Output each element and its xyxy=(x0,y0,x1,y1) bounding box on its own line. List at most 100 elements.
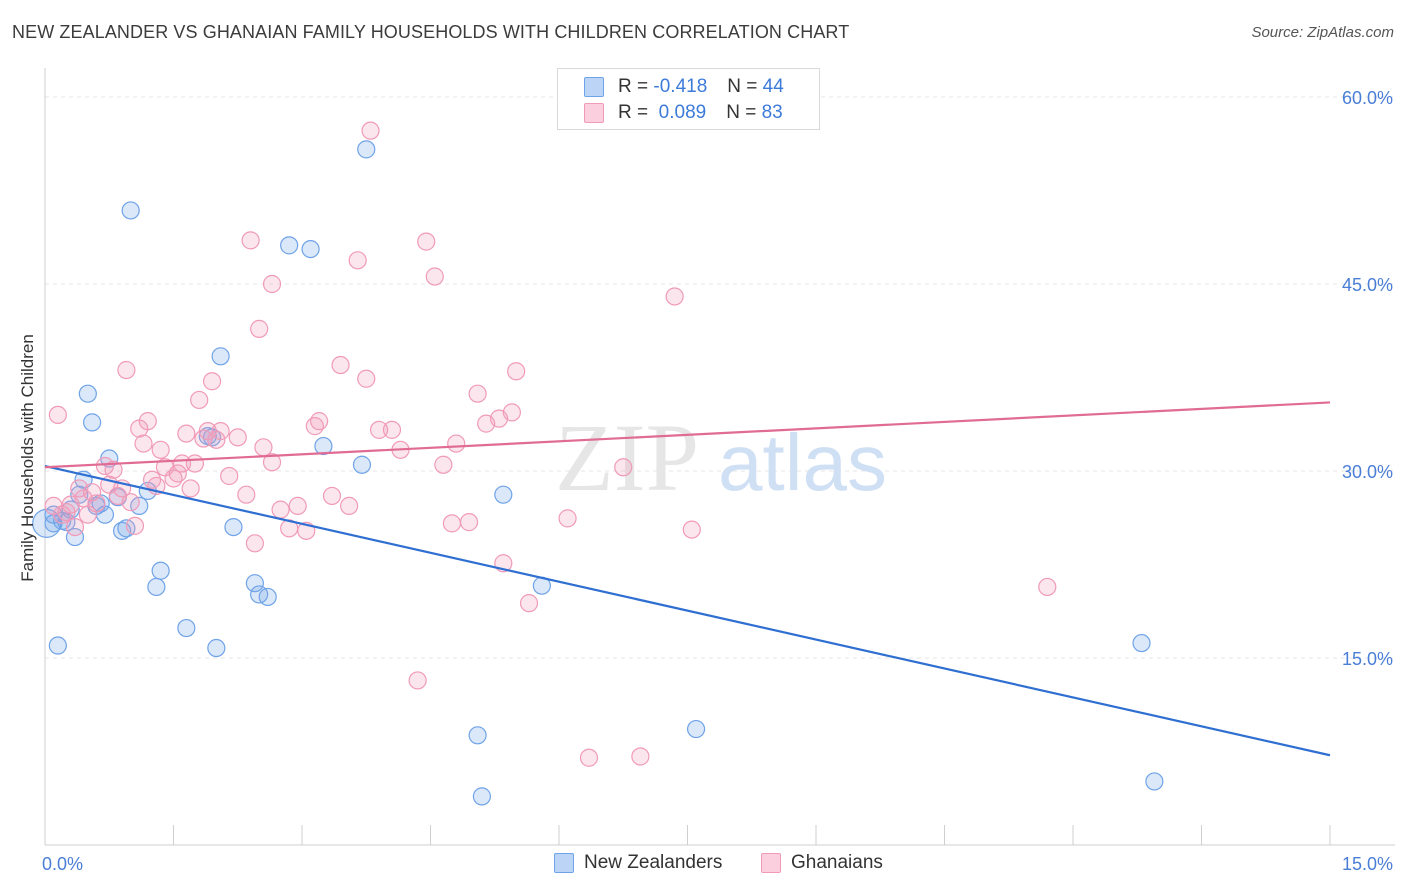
nz-point xyxy=(686,719,706,739)
gh-point xyxy=(117,360,136,380)
gh-point xyxy=(177,424,196,443)
bottom-legend-swatch-ghanaians xyxy=(761,853,781,873)
y-tick-label: 45.0% xyxy=(1342,275,1393,295)
gh-point xyxy=(447,434,466,453)
gh-point xyxy=(310,412,329,431)
gh-point xyxy=(665,287,684,306)
gh-point xyxy=(502,403,521,422)
nz-point xyxy=(224,517,243,537)
gh-point xyxy=(211,422,230,441)
gh-point xyxy=(370,420,389,439)
gh-point xyxy=(185,454,205,473)
gh-point xyxy=(417,232,436,251)
gh-point xyxy=(254,438,273,457)
gh-point xyxy=(125,516,145,535)
nz-point xyxy=(177,618,196,638)
y-tick-labels: 15.0% 30.0% 45.0% 60.0% xyxy=(1342,88,1393,669)
gh-point xyxy=(83,483,102,502)
nz-point xyxy=(352,455,372,474)
gh-point xyxy=(507,362,526,381)
grid-lines xyxy=(45,96,1395,659)
axes xyxy=(44,68,1395,846)
x-tick-label: 0.0% xyxy=(42,854,83,874)
trendline-new-zealanders xyxy=(44,464,1331,757)
gh-point xyxy=(262,274,282,294)
nz-point xyxy=(207,638,226,658)
bottom-legend-swatch-new-zealanders xyxy=(554,853,574,873)
legend-row-new-zealanders: R = -0.418 N = 44 xyxy=(584,74,784,100)
chart-title: NEW ZEALANDER VS GHANAIAN FAMILY HOUSEHO… xyxy=(12,22,850,42)
legend-r-label: R = xyxy=(618,102,649,123)
gh-point xyxy=(138,412,157,431)
correlation-legend: R = -0.418 N = 44 R = 0.089 N = 83 xyxy=(557,68,820,130)
nz-point xyxy=(245,574,264,593)
gh-point xyxy=(519,594,539,613)
gh-point xyxy=(190,390,209,410)
gh-point xyxy=(288,496,307,516)
nz-point xyxy=(314,436,333,456)
gh-point xyxy=(340,496,359,516)
bottom-legend-new-zealanders: New Zealanders xyxy=(554,852,722,874)
gh-point xyxy=(1038,577,1057,597)
nz-point xyxy=(1132,633,1151,653)
gh-point xyxy=(151,440,170,459)
source-label: Source: ZipAtlas.com xyxy=(1251,24,1394,41)
y-tick-label: 15.0% xyxy=(1342,649,1393,669)
x-tick-label: 15.0% xyxy=(1342,854,1393,874)
nz-point xyxy=(472,787,491,806)
nz-point xyxy=(83,413,102,432)
nz-point xyxy=(280,236,299,255)
y-tick-label: 30.0% xyxy=(1342,462,1393,482)
gh-point xyxy=(207,430,226,449)
gh-point xyxy=(442,514,462,533)
gh-point xyxy=(468,384,487,403)
gh-point xyxy=(134,434,153,453)
gh-point xyxy=(87,494,106,513)
bottom-legend-label: Ghanaians xyxy=(791,852,883,873)
legend-r-label: R = xyxy=(618,76,649,97)
gh-point xyxy=(262,453,282,472)
gh-point xyxy=(245,534,264,553)
nz-point xyxy=(65,527,85,547)
gh-point xyxy=(425,267,444,286)
nz-point xyxy=(151,561,170,580)
watermark: ZIP atlas xyxy=(555,404,887,511)
gh-point xyxy=(322,486,342,506)
nz-point xyxy=(357,140,376,159)
gh-point xyxy=(434,455,453,474)
gh-point xyxy=(48,405,67,424)
gh-point xyxy=(237,485,256,504)
nz-point xyxy=(121,201,140,220)
nz-point xyxy=(301,239,320,259)
gh-point xyxy=(361,121,380,140)
gh-point xyxy=(168,464,187,483)
gh-point xyxy=(65,517,85,537)
gh-point xyxy=(348,251,367,270)
gh-point xyxy=(220,466,239,486)
legend-n-label: N = xyxy=(726,102,757,123)
nz-point xyxy=(147,577,166,597)
trendlines xyxy=(44,401,1331,757)
gh-point xyxy=(121,493,140,512)
x-tick-labels: 0.0% 15.0% xyxy=(42,854,1393,874)
legend-row-ghanaians: R = 0.089 N = 83 xyxy=(584,100,783,126)
legend-r-value: 0.089 xyxy=(658,102,707,123)
gh-point xyxy=(614,458,633,477)
gh-point xyxy=(579,748,599,767)
gh-point xyxy=(459,513,479,532)
gh-point xyxy=(357,369,376,388)
nz-point xyxy=(258,587,277,607)
gh-point xyxy=(382,420,402,439)
legend-swatch-new-zealanders xyxy=(584,77,604,97)
gh-point xyxy=(228,428,247,447)
nz-point xyxy=(494,485,513,504)
bottom-legend-label: New Zealanders xyxy=(584,852,723,873)
gh-point xyxy=(104,460,123,479)
bottom-legend-ghanaians: Ghanaians xyxy=(761,852,883,874)
series-ghanaians xyxy=(44,121,1057,767)
legend-n-value: 83 xyxy=(761,102,783,123)
nz-point xyxy=(1145,772,1164,791)
watermark-zip: ZIP xyxy=(555,404,699,511)
gh-point xyxy=(331,355,350,375)
